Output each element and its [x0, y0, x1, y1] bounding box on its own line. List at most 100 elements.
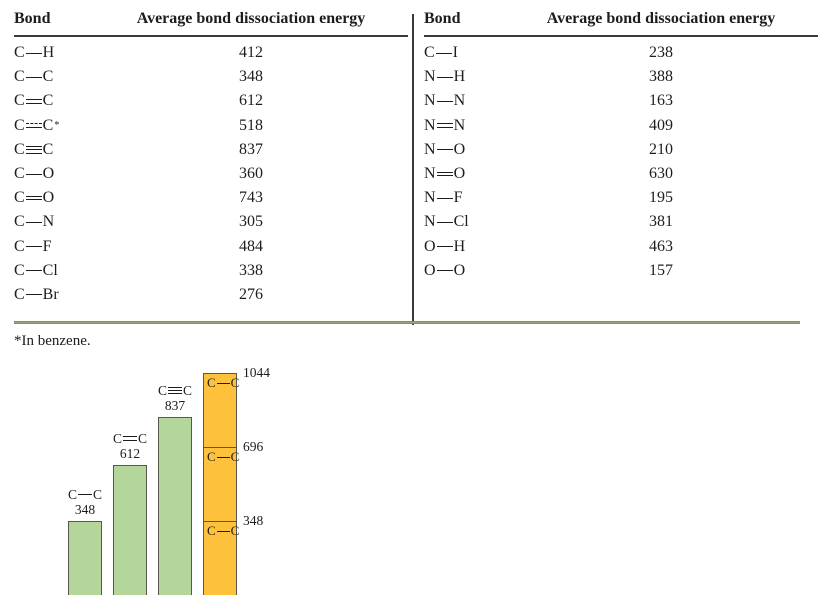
energy-value: 743 [239, 189, 263, 207]
bond-cell: C C * [14, 117, 94, 135]
bar-label: C C 837 [130, 383, 220, 413]
single-bond-icon [216, 525, 230, 537]
table-row: N O 630 [424, 162, 818, 186]
table-row: C O 743 [14, 186, 408, 210]
bond-formula: C C * [14, 116, 60, 134]
energy-value: 305 [239, 213, 263, 231]
bar-label: C C 612 [85, 431, 175, 461]
table-row: N N 163 [424, 89, 818, 113]
triple-bond-icon [168, 384, 182, 397]
column-header-bond: Bond [424, 10, 461, 27]
single-bond-icon [25, 46, 42, 60]
energy-value: 630 [649, 165, 673, 183]
bond-formula: N Cl [424, 213, 469, 231]
single-bond-icon [25, 240, 42, 254]
double-bond-icon [25, 94, 42, 108]
single-bond-icon [435, 46, 452, 60]
table-row: C Br 276 [14, 283, 408, 307]
single-bond-icon [436, 191, 453, 205]
chart-bar [113, 465, 147, 595]
bond-formula: C Br [14, 285, 59, 303]
single-bond-icon [25, 215, 42, 229]
single-bond-icon [436, 264, 453, 278]
energy-value: 463 [649, 237, 673, 255]
single-bond-icon [78, 488, 92, 501]
double-bond-icon [25, 191, 42, 205]
energy-value: 276 [239, 285, 263, 303]
table-row: C C 348 [14, 65, 408, 89]
table-row: C C * 518 [14, 114, 408, 138]
chart-bar [68, 521, 102, 595]
single-bond-icon [436, 94, 453, 108]
single-bond-icon [25, 70, 42, 84]
single-bond-icon [25, 167, 42, 181]
table-row: C N 305 [14, 210, 408, 234]
single-bond-icon [25, 264, 42, 278]
table-row: C F 484 [14, 235, 408, 259]
table-row: O H 463 [424, 235, 818, 259]
table-row: C H 412 [14, 41, 408, 65]
energy-value: 412 [239, 44, 263, 62]
table-body: C I 238 N H 388 N N 163 N N 409 N O 210 N O 630 N F 195 N Cl 38… [424, 41, 818, 283]
energy-value: 360 [239, 165, 263, 183]
table-row: N O 210 [424, 138, 818, 162]
column-header-energy: Average bond dissociation energy [136, 10, 366, 27]
single-bond-icon [25, 288, 42, 302]
chart-bar [158, 417, 192, 595]
table-row: C C 612 [14, 89, 408, 113]
column-header-bond: Bond [14, 10, 51, 27]
bar-label: C C 348 [40, 487, 130, 517]
table-row: N F 195 [424, 186, 818, 210]
header-rule [424, 35, 818, 37]
energy-value: 195 [649, 189, 673, 207]
single-bond-icon [436, 70, 453, 84]
column-header-energy: Average bond dissociation energy [546, 10, 776, 27]
bond-cell: C Br [14, 286, 94, 304]
bond-cell: C Cl [14, 262, 94, 280]
bond-formula: C Cl [14, 261, 58, 279]
table-bottom-rule [14, 321, 800, 324]
table-row: C C 837 [14, 138, 408, 162]
table-body: C H 412 C C 348 C C 612 C C * 518 C C 837 C O 360 C O 743 C N 30… [14, 41, 408, 307]
cumulative-tick-label: 1044 [243, 365, 270, 380]
energy-value: 484 [239, 237, 263, 255]
triple-bond-icon [25, 143, 42, 157]
energy-value: 338 [239, 261, 263, 279]
cumulative-tick-label: 696 [243, 439, 264, 454]
energy-value: 612 [239, 92, 263, 110]
header-rule [14, 35, 408, 37]
bar-label-value: 612 [119, 446, 141, 461]
double-bond-icon [436, 167, 453, 181]
